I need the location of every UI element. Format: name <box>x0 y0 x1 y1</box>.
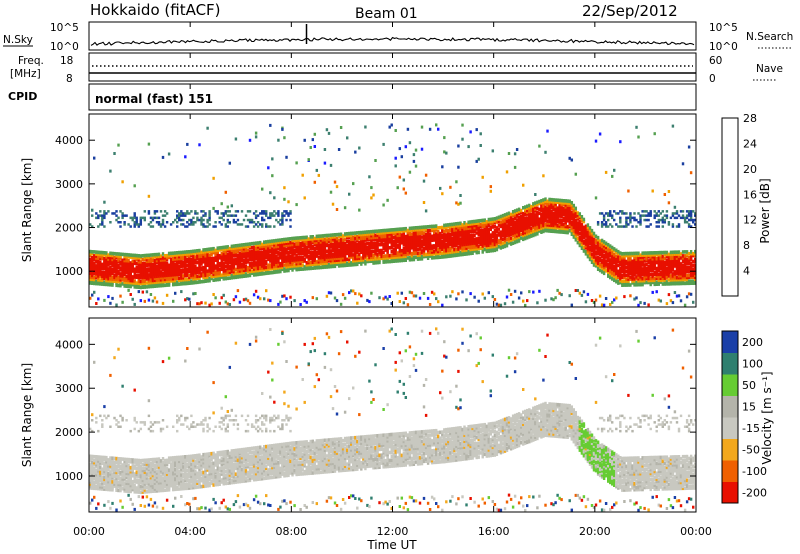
colorbar-tick-label: 100 <box>742 357 763 370</box>
y-tick-label: 4000 <box>55 134 83 147</box>
y-tick-label: 3000 <box>55 178 83 191</box>
colorbar-cell <box>722 481 738 504</box>
power-colorbar: 4 8 12 16 20 24 28 <box>721 112 757 297</box>
colorbar-tick-label: 8 <box>743 239 750 252</box>
nsky-label: N.Sky <box>3 34 33 46</box>
y-tick-label: 1000 <box>55 470 83 483</box>
cpid-strip: CPID normal (fast) 151 <box>8 83 697 111</box>
x-axis-label: Time UT <box>366 538 417 552</box>
colorbar-tick-label: 12 <box>743 214 757 227</box>
colorbar-tick-label: 4 <box>743 265 750 278</box>
velocity-data <box>89 327 697 512</box>
colorbar-tick-label: 16 <box>743 188 757 201</box>
colorbar-tick-label: 28 <box>743 112 757 125</box>
y-tick-label: 1000 <box>55 265 83 278</box>
colorbar-tick-label: -50 <box>742 443 760 456</box>
x-tick-label: 20:00 <box>579 525 611 538</box>
date-title: 22/Sep/2012 <box>582 2 678 20</box>
colorbar-tick-label: -200 <box>742 486 767 499</box>
power-data <box>89 123 697 307</box>
freq-left-top-tick: 18 <box>60 55 73 67</box>
x-tick-label: 00:00 <box>680 525 712 538</box>
freq-label-line1: Freq. <box>18 55 44 67</box>
y-tick-label: 2000 <box>55 222 83 235</box>
freq-left-bottom-tick: 8 <box>66 73 73 85</box>
velocity-y-ticks: 1000 2000 3000 4000 <box>55 338 696 483</box>
colorbar-tick-label: 24 <box>743 137 757 150</box>
colorbar-cell <box>722 352 738 375</box>
velocity-panel: 1000 2000 3000 4000 Slant Range [km] -200 -1… <box>20 317 774 513</box>
noise-sky-trace <box>90 24 695 46</box>
x-tick-label: 08:00 <box>275 525 307 538</box>
colorbar-cell <box>722 374 738 396</box>
power-colorbar-label: Power [dB] <box>758 178 772 243</box>
nave-label: Nave <box>756 63 783 75</box>
colorbar-tick-label: -100 <box>742 465 767 478</box>
power-ylabel: Slant Range [km] <box>20 158 34 262</box>
colorbar-tick-label: 200 <box>742 336 763 349</box>
y-tick-label: 3000 <box>55 382 83 395</box>
velocity-ylabel: Slant Range [km] <box>20 363 34 467</box>
colorbar-tick-label: 15 <box>742 400 756 413</box>
freq-label-line2: [MHz] <box>10 68 41 80</box>
nave-right-bottom-tick: 0 <box>709 73 716 85</box>
x-tick-label: 12:00 <box>377 525 409 538</box>
colorbar-tick-label: 50 <box>742 379 756 392</box>
x-ticks: 00:00 04:00 08:00 12:00 16:00 20:00 00:00 <box>73 22 712 538</box>
colorbar-tick-label: 20 <box>743 163 757 176</box>
y-tick-label: 2000 <box>55 426 83 439</box>
colorbar-cell <box>722 438 738 461</box>
noise-right-bottom-tick: 10^0 <box>709 41 738 53</box>
power-y-ticks: 1000 2000 3000 4000 <box>55 134 696 278</box>
velocity-colorbar-label: Velocity [m s⁻¹] <box>760 371 774 464</box>
colorbar-cell <box>722 395 738 418</box>
freq-strip: Freq. [MHz] 18 8 60 0 Nave <box>10 52 783 85</box>
noise-left-top-tick: 10^5 <box>50 22 79 34</box>
colorbar-tick-label: -15 <box>742 422 760 435</box>
noise-strip: N.Sky 10^5 10^0 10^5 10^0 N.Search <box>3 21 793 53</box>
colorbar-cell <box>722 331 738 353</box>
x-tick-label: 04:00 <box>174 525 206 538</box>
colorbar-cell <box>722 417 738 439</box>
x-tick-label: 16:00 <box>478 525 510 538</box>
nave-right-top-tick: 60 <box>709 55 722 67</box>
x-tick-label: 00:00 <box>73 525 105 538</box>
cpid-label: CPID <box>8 90 37 103</box>
cpid-value: normal (fast) 151 <box>95 92 213 106</box>
power-panel: 1000 2000 3000 4000 Slant Range [km] 4 8 12 16… <box>20 112 772 308</box>
beam-title: Beam 01 <box>355 6 418 22</box>
station-title: Hokkaido (fitACF) <box>90 1 221 19</box>
y-tick-label: 4000 <box>55 338 83 351</box>
noise-right-top-tick: 10^5 <box>709 22 738 34</box>
nsearch-label: N.Search <box>746 31 793 43</box>
noise-left-bottom-tick: 10^0 <box>50 41 79 53</box>
velocity-colorbar: -200 -100 -50 -15 15 50 100 200 <box>721 330 767 504</box>
colorbar-cell <box>722 460 738 482</box>
